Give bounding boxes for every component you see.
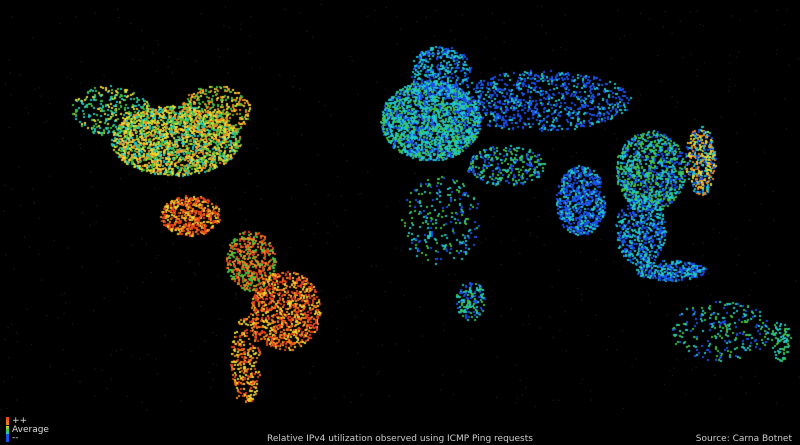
map-caption: Relative IPv4 utilization observed using… bbox=[267, 434, 533, 444]
legend-swatch-low bbox=[6, 434, 9, 443]
legend-swatch-mid bbox=[6, 425, 9, 434]
source-credit: Source: Carna Botnet bbox=[695, 434, 792, 444]
legend-high-label: ++ bbox=[12, 416, 28, 426]
legend-low-label: -- bbox=[12, 433, 19, 443]
legend-swatch-high bbox=[6, 417, 9, 426]
legend-mid-label: Average bbox=[12, 424, 49, 435]
legend: ++ Average -- bbox=[6, 417, 49, 443]
